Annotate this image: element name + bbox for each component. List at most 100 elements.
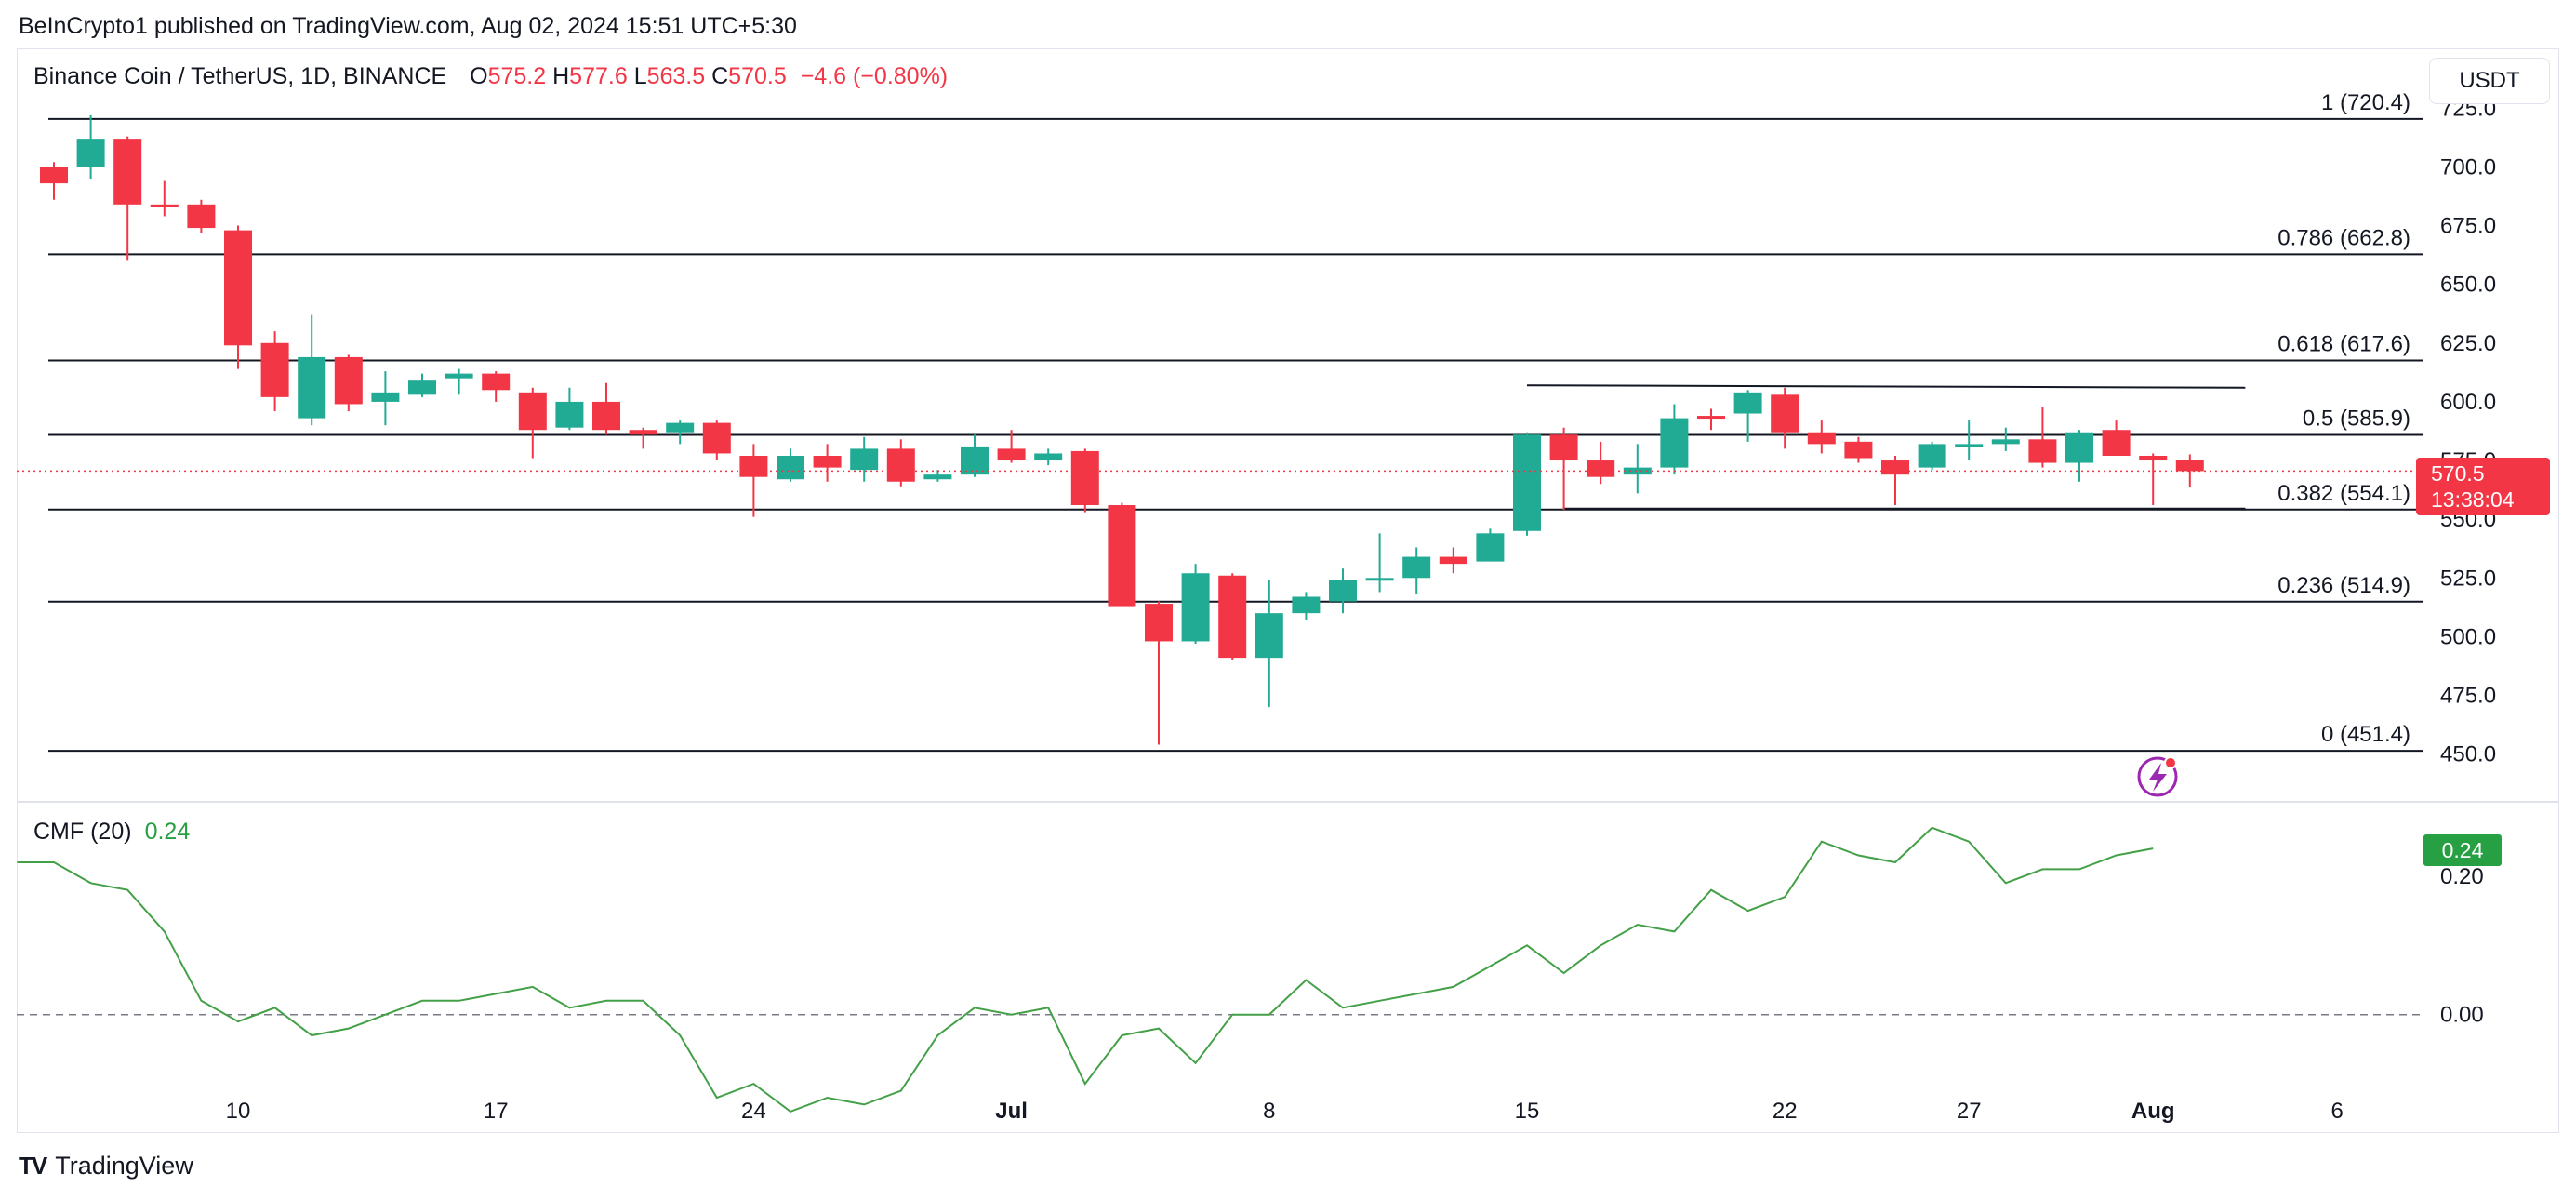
candle[interactable] — [2102, 420, 2131, 456]
candle[interactable] — [555, 387, 584, 431]
open-label: O — [470, 63, 488, 89]
candle[interactable] — [923, 470, 952, 482]
candle[interactable] — [961, 434, 989, 477]
candle[interactable] — [850, 436, 879, 482]
candle[interactable] — [1365, 533, 1394, 593]
high-value: 577.6 — [569, 63, 628, 89]
candle[interactable] — [1034, 448, 1063, 466]
candle[interactable] — [482, 371, 511, 402]
bar-countdown: 13:38:04 — [2431, 487, 2515, 512]
fib-level-label: 0.382 (554.1) — [2277, 481, 2410, 506]
candle[interactable] — [1292, 592, 1321, 620]
candle-body — [1660, 418, 1689, 468]
candle[interactable] — [445, 368, 473, 395]
candle[interactable] — [666, 420, 695, 445]
candle[interactable] — [1549, 427, 1578, 511]
footer-brand[interactable]: TV TradingView — [19, 1152, 193, 1180]
price-axis-tick: 525.0 — [2440, 566, 2496, 591]
price-axis-tick: 475.0 — [2440, 684, 2496, 709]
candle[interactable] — [1476, 528, 1505, 562]
time-axis-tick: 17 — [484, 1099, 509, 1124]
candle[interactable] — [2175, 454, 2204, 488]
candle[interactable] — [629, 427, 657, 449]
candle-body — [1807, 432, 1836, 445]
candle[interactable] — [2028, 406, 2057, 468]
last-price-value: 570.5 — [2431, 461, 2485, 486]
candle[interactable] — [1660, 404, 1689, 475]
candle[interactable] — [224, 225, 252, 369]
candle-body — [371, 392, 400, 402]
trendline[interactable] — [1526, 384, 2246, 389]
candle-body — [592, 401, 620, 431]
candle[interactable] — [1771, 387, 1799, 449]
symbol-title[interactable]: Binance Coin / TetherUS, 1D, BINANCE — [33, 63, 447, 89]
candle-body — [739, 455, 768, 477]
fib-level-label: 0.5 (585.9) — [2303, 407, 2410, 432]
candle[interactable] — [1844, 436, 1873, 463]
candle[interactable] — [1991, 427, 2020, 451]
candle[interactable] — [739, 444, 768, 517]
currency-button[interactable]: USDT — [2429, 58, 2550, 104]
candle[interactable] — [813, 444, 842, 482]
candle-body — [482, 373, 511, 391]
time-axis-tick: 15 — [1515, 1099, 1540, 1124]
close-label: C — [711, 63, 729, 89]
candle[interactable] — [260, 331, 289, 412]
candle[interactable] — [518, 387, 547, 459]
candle-body — [1365, 578, 1394, 581]
candle[interactable] — [1145, 601, 1173, 745]
candle[interactable] — [1881, 455, 1909, 506]
time-axis-tick: 6 — [2331, 1099, 2344, 1124]
candle[interactable] — [187, 199, 216, 233]
candle-body — [1623, 467, 1652, 475]
candle-body — [113, 139, 142, 205]
candle[interactable] — [1918, 441, 1946, 471]
tradingview-logo-icon: TV — [19, 1152, 47, 1180]
time-axis-tick: Aug — [2131, 1099, 2175, 1124]
candle[interactable] — [1697, 408, 1725, 431]
candle-body — [702, 422, 731, 454]
candle[interactable] — [1513, 432, 1541, 536]
candle-body — [76, 139, 105, 167]
candle-body — [1329, 580, 1357, 602]
candle[interactable] — [1070, 448, 1099, 513]
candle[interactable] — [1255, 580, 1283, 708]
lightning-alert-icon[interactable] — [2137, 756, 2178, 797]
candle[interactable] — [150, 180, 179, 217]
candle-body — [334, 356, 363, 405]
candle[interactable] — [40, 162, 68, 200]
candle[interactable] — [1108, 502, 1136, 607]
candle[interactable] — [1733, 390, 1762, 442]
candle[interactable] — [113, 136, 142, 261]
candle-body — [1292, 596, 1321, 614]
candle[interactable] — [1955, 420, 1984, 461]
candle[interactable] — [1807, 420, 1836, 454]
candle[interactable] — [886, 439, 915, 487]
candle[interactable] — [997, 430, 1026, 463]
candle[interactable] — [371, 371, 400, 426]
candle[interactable] — [334, 354, 363, 412]
candle[interactable] — [408, 373, 436, 397]
fib-level-label: 0 (451.4) — [2321, 722, 2410, 747]
candle[interactable] — [1218, 573, 1247, 660]
candle[interactable] — [592, 382, 620, 435]
fib-level-label: 0.236 (514.9) — [2277, 573, 2410, 598]
candle[interactable] — [1623, 444, 1652, 494]
candle[interactable] — [2139, 453, 2168, 506]
candle[interactable] — [1181, 564, 1210, 644]
candle[interactable] — [76, 114, 105, 180]
candle[interactable] — [1439, 547, 1467, 574]
candle[interactable] — [2065, 430, 2093, 482]
candle-body — [555, 401, 584, 428]
cmf-title[interactable]: CMF (20) — [33, 819, 132, 845]
fib-level-label: 0.786 (662.8) — [2277, 225, 2410, 250]
candle[interactable] — [777, 448, 804, 482]
candle[interactable] — [1587, 441, 1615, 485]
cmf-line[interactable] — [17, 826, 2154, 1113]
candle[interactable] — [1329, 568, 1357, 614]
fib-level-label: 0.618 (617.6) — [2277, 331, 2410, 356]
candle[interactable] — [298, 314, 326, 426]
candle[interactable] — [1402, 547, 1431, 594]
candle[interactable] — [702, 420, 731, 461]
